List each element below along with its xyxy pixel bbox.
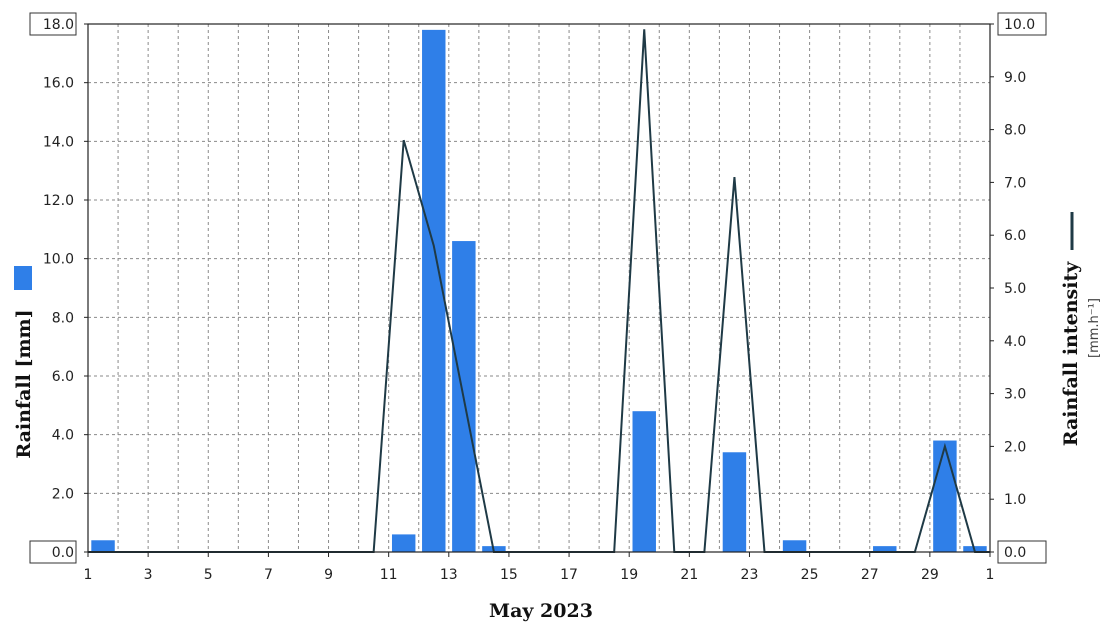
y2-tick-label: 6.0 bbox=[1004, 228, 1026, 244]
x-tick-label: 3 bbox=[144, 567, 153, 583]
y2-tick-label: 10.0 bbox=[1004, 17, 1035, 33]
y2-tick-label: 9.0 bbox=[1004, 70, 1026, 86]
y-tick-label: 2.0 bbox=[52, 486, 74, 502]
y2-tick-label: 2.0 bbox=[1004, 439, 1026, 455]
x-tick-label: 1 bbox=[986, 567, 995, 583]
axis-layer: 0.02.04.06.08.010.012.014.016.018.00.01.… bbox=[29, 12, 1047, 583]
x-tick-label: 11 bbox=[380, 567, 398, 583]
y-tick-label: 4.0 bbox=[52, 428, 74, 444]
y2-tick-label: 7.0 bbox=[1004, 175, 1026, 191]
y-tick-label: 0.0 bbox=[52, 545, 74, 561]
y2-tick-box bbox=[997, 540, 1047, 564]
x-tick-label: 7 bbox=[264, 567, 273, 583]
y-tick-label: 16.0 bbox=[43, 76, 74, 92]
x-tick-label: 19 bbox=[620, 567, 638, 583]
bar-legend-swatch bbox=[14, 266, 32, 290]
x-tick-label: 25 bbox=[801, 567, 819, 583]
y-tick-box bbox=[29, 540, 77, 564]
x-tick-label: 29 bbox=[921, 567, 939, 583]
y2-axis-unit: [mm.h⁻¹] bbox=[1087, 298, 1102, 358]
x-axis-title: May 2023 bbox=[489, 600, 593, 622]
y2-axis-title: Rainfall intensity bbox=[1060, 261, 1082, 447]
rainfall-bar bbox=[632, 411, 656, 552]
x-tick-label: 21 bbox=[680, 567, 698, 583]
x-tick-label: 27 bbox=[861, 567, 879, 583]
y2-tick-label: 8.0 bbox=[1004, 123, 1026, 139]
x-tick-label: 5 bbox=[204, 567, 213, 583]
rainfall-bar bbox=[933, 440, 957, 552]
x-tick-label: 17 bbox=[560, 567, 578, 583]
y-tick-label: 14.0 bbox=[43, 134, 74, 150]
y-tick-label: 6.0 bbox=[52, 369, 74, 385]
x-tick-label: 13 bbox=[440, 567, 458, 583]
y-tick-label: 12.0 bbox=[43, 193, 74, 209]
x-tick-label: 9 bbox=[324, 567, 333, 583]
x-tick-label: 23 bbox=[741, 567, 759, 583]
y-tick-label: 18.0 bbox=[43, 17, 74, 33]
y2-tick-label: 3.0 bbox=[1004, 387, 1026, 403]
y-tick-label: 10.0 bbox=[43, 252, 74, 268]
rainfall-bar bbox=[873, 546, 897, 552]
y2-tick-box bbox=[997, 12, 1047, 36]
x-tick-label: 1 bbox=[84, 567, 93, 583]
rainfall-bar bbox=[422, 29, 446, 553]
rainfall-bar bbox=[782, 540, 807, 552]
rainfall-bar bbox=[391, 534, 416, 552]
x-tick-label: 15 bbox=[500, 567, 518, 583]
y-tick-box bbox=[29, 12, 77, 36]
rainfall-bar bbox=[91, 540, 115, 552]
grid-layer bbox=[87, 23, 991, 553]
y-axis-title: Rainfall [mm] bbox=[13, 309, 35, 458]
rainfall-bar bbox=[722, 452, 747, 552]
y2-tick-label: 1.0 bbox=[1004, 492, 1026, 508]
y2-tick-label: 5.0 bbox=[1004, 281, 1026, 297]
y-tick-label: 8.0 bbox=[52, 310, 74, 326]
y2-tick-label: 0.0 bbox=[1004, 545, 1026, 561]
y2-tick-label: 4.0 bbox=[1004, 334, 1026, 350]
